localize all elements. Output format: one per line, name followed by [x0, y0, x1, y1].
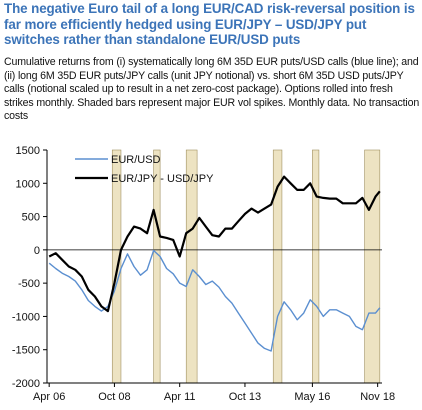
x-ticks: Apr 06 Oct 08 Apr 11 Oct 13 May 16 Nov 18 — [33, 383, 395, 403]
x-tick-label: May 16 — [294, 391, 330, 403]
x-tick-label: Oct 13 — [229, 391, 261, 403]
x-tick-label: Apr 06 — [33, 391, 65, 403]
x-tick-label: Apr 11 — [164, 391, 196, 403]
legend-label: EUR/USD — [111, 154, 161, 166]
axes — [46, 150, 382, 384]
shaded-bar-6 — [364, 149, 381, 384]
legend: EUR/USD EUR/JPY - USD/JPY — [75, 154, 214, 185]
legend-label: EUR/JPY - USD/JPY — [111, 173, 214, 185]
x-tick-label: Nov 18 — [360, 391, 395, 403]
y-tick-label: 1000 — [16, 178, 40, 190]
series-line-eurjpy-usdjpy — [48, 175, 381, 313]
shaded-bar-5 — [312, 149, 320, 384]
y-tick-label: 1500 — [16, 145, 40, 157]
chart-title: The negative Euro tail of a long EUR/CAD… — [4, 1, 415, 48]
y-tick-label: -500 — [18, 278, 40, 290]
chart-svg: 1500 1000 500 0 -500 -1000 -1500 -2000 Apr 06 Oc… — [12, 145, 395, 403]
series-lines — [48, 175, 381, 352]
y-tick-label: -2000 — [12, 378, 40, 390]
y-tick-label: 0 — [34, 245, 40, 257]
y-tick-label: 500 — [22, 212, 40, 224]
y-tick-label: -1500 — [12, 345, 40, 357]
chart-description: Cumulative returns from (i) systematical… — [4, 56, 420, 123]
y-tick-label: -1000 — [12, 311, 40, 323]
x-tick-label: Oct 08 — [98, 391, 130, 403]
y-ticks: 1500 1000 500 0 -500 -1000 -1500 -2000 — [12, 145, 47, 390]
